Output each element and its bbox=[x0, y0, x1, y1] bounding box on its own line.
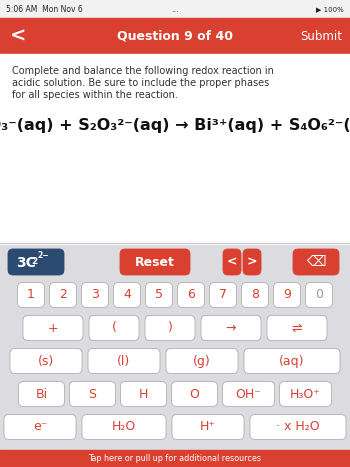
Text: ▶ 100%: ▶ 100% bbox=[316, 6, 344, 12]
Text: +: + bbox=[48, 321, 58, 334]
FancyBboxPatch shape bbox=[82, 283, 108, 307]
FancyBboxPatch shape bbox=[223, 382, 274, 406]
FancyBboxPatch shape bbox=[4, 415, 76, 439]
Text: H₂O: H₂O bbox=[112, 420, 136, 433]
FancyBboxPatch shape bbox=[210, 283, 237, 307]
FancyBboxPatch shape bbox=[113, 283, 140, 307]
FancyBboxPatch shape bbox=[70, 382, 116, 406]
FancyBboxPatch shape bbox=[18, 283, 44, 307]
Bar bbox=[0, 245, 350, 450]
FancyBboxPatch shape bbox=[172, 415, 244, 439]
Text: 3C: 3C bbox=[16, 256, 36, 270]
Text: Reset: Reset bbox=[135, 255, 175, 269]
Text: 5: 5 bbox=[155, 289, 163, 302]
FancyBboxPatch shape bbox=[172, 382, 217, 406]
Text: ⌫: ⌫ bbox=[306, 255, 326, 269]
FancyBboxPatch shape bbox=[120, 382, 167, 406]
FancyBboxPatch shape bbox=[166, 348, 238, 374]
Text: 4: 4 bbox=[123, 289, 131, 302]
Text: OH⁻: OH⁻ bbox=[236, 388, 261, 401]
Text: 6: 6 bbox=[187, 289, 195, 302]
FancyBboxPatch shape bbox=[145, 316, 195, 340]
Text: 1: 1 bbox=[27, 289, 35, 302]
Text: S: S bbox=[89, 388, 97, 401]
FancyBboxPatch shape bbox=[223, 249, 241, 275]
FancyBboxPatch shape bbox=[82, 415, 166, 439]
FancyBboxPatch shape bbox=[241, 283, 268, 307]
Text: (: ( bbox=[112, 321, 117, 334]
Bar bbox=[0, 54, 350, 245]
Text: H⁺: H⁺ bbox=[200, 420, 216, 433]
Text: >: > bbox=[247, 255, 257, 269]
FancyBboxPatch shape bbox=[244, 348, 340, 374]
FancyBboxPatch shape bbox=[280, 382, 331, 406]
Text: e⁻: e⁻ bbox=[33, 420, 47, 433]
Text: Bi: Bi bbox=[35, 388, 48, 401]
Text: 5:06 AM  Mon Nov 6: 5:06 AM Mon Nov 6 bbox=[6, 5, 83, 14]
FancyBboxPatch shape bbox=[243, 249, 261, 275]
Text: acidic solution. Be sure to include the proper phases: acidic solution. Be sure to include the … bbox=[12, 78, 269, 88]
Text: ...: ... bbox=[171, 5, 179, 14]
Text: ): ) bbox=[168, 321, 173, 334]
FancyBboxPatch shape bbox=[306, 283, 332, 307]
Text: (s): (s) bbox=[38, 354, 54, 368]
Bar bbox=[0, 18, 350, 54]
Text: ⇌: ⇌ bbox=[292, 321, 302, 334]
Text: Submit: Submit bbox=[300, 29, 342, 42]
Text: O: O bbox=[190, 388, 200, 401]
FancyBboxPatch shape bbox=[250, 415, 346, 439]
FancyBboxPatch shape bbox=[293, 249, 339, 275]
FancyBboxPatch shape bbox=[146, 283, 173, 307]
Text: · x H₂O: · x H₂O bbox=[276, 420, 320, 433]
Text: (g): (g) bbox=[193, 354, 211, 368]
Text: <: < bbox=[10, 27, 26, 45]
Text: Question 9 of 40: Question 9 of 40 bbox=[117, 29, 233, 42]
Text: 9: 9 bbox=[283, 289, 291, 302]
Text: 0: 0 bbox=[315, 289, 323, 302]
Text: 3: 3 bbox=[91, 289, 99, 302]
FancyBboxPatch shape bbox=[120, 249, 190, 275]
FancyBboxPatch shape bbox=[267, 316, 327, 340]
Bar bbox=[0, 0, 350, 18]
FancyBboxPatch shape bbox=[10, 348, 82, 374]
Text: 2: 2 bbox=[31, 256, 37, 266]
Text: 2: 2 bbox=[59, 289, 67, 302]
Text: <: < bbox=[227, 255, 237, 269]
Text: 2−: 2− bbox=[37, 252, 49, 261]
FancyBboxPatch shape bbox=[201, 316, 261, 340]
Text: (l): (l) bbox=[117, 354, 131, 368]
Text: BiO₃⁻(aq) + S₂O₃²⁻(aq) → Bi³⁺(aq) + S₄O₆²⁻(aq): BiO₃⁻(aq) + S₂O₃²⁻(aq) → Bi³⁺(aq) + S₄O₆… bbox=[0, 118, 350, 133]
Text: Complete and balance the following redox reaction in: Complete and balance the following redox… bbox=[12, 66, 274, 76]
FancyBboxPatch shape bbox=[23, 316, 83, 340]
Text: 7: 7 bbox=[219, 289, 227, 302]
FancyBboxPatch shape bbox=[8, 249, 64, 275]
FancyBboxPatch shape bbox=[89, 316, 139, 340]
Text: →: → bbox=[226, 321, 236, 334]
Bar bbox=[0, 450, 350, 467]
Text: (aq): (aq) bbox=[279, 354, 305, 368]
Text: H₃O⁺: H₃O⁺ bbox=[290, 388, 321, 401]
Text: Tap here or pull up for additional resources: Tap here or pull up for additional resou… bbox=[89, 454, 261, 463]
Text: for all species within the reaction.: for all species within the reaction. bbox=[12, 90, 178, 100]
FancyBboxPatch shape bbox=[177, 283, 204, 307]
FancyBboxPatch shape bbox=[19, 382, 64, 406]
Text: H: H bbox=[139, 388, 148, 401]
FancyBboxPatch shape bbox=[49, 283, 77, 307]
FancyBboxPatch shape bbox=[88, 348, 160, 374]
FancyBboxPatch shape bbox=[273, 283, 301, 307]
Text: 8: 8 bbox=[251, 289, 259, 302]
